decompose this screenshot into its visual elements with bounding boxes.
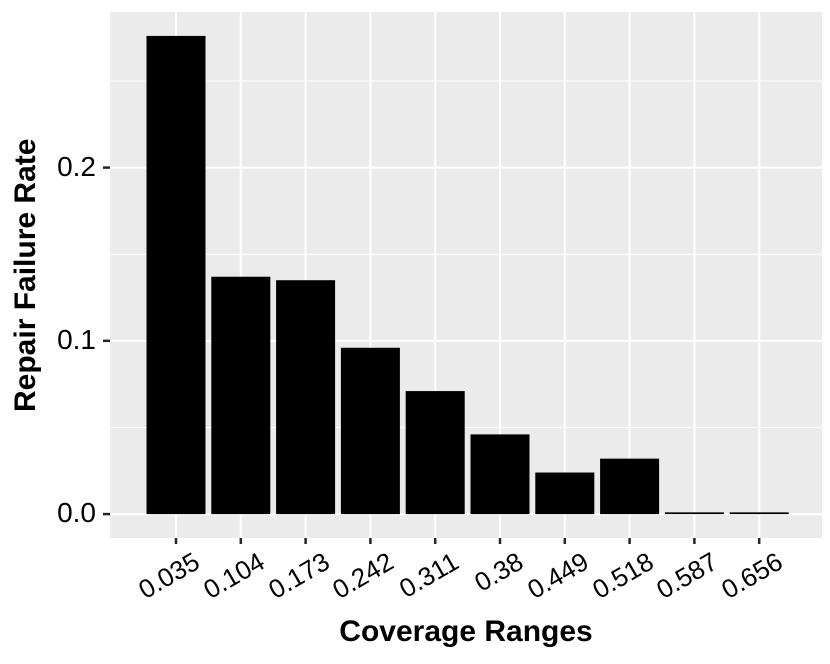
bar bbox=[729, 512, 789, 515]
bar bbox=[600, 458, 660, 515]
bar bbox=[405, 391, 465, 515]
bar bbox=[664, 512, 724, 515]
bar bbox=[146, 35, 206, 515]
y-axis-title: Repair Failure Rate bbox=[9, 138, 42, 412]
bar bbox=[276, 280, 336, 515]
x-axis-title: Coverage Ranges bbox=[339, 615, 593, 648]
bar bbox=[535, 472, 595, 515]
bar bbox=[340, 347, 400, 515]
bar bbox=[211, 276, 271, 515]
y-tick-label: 0.0 bbox=[57, 497, 96, 529]
bar bbox=[470, 434, 530, 515]
y-tick-label: 0.2 bbox=[57, 150, 96, 182]
y-tick-label: 0.1 bbox=[57, 323, 96, 355]
